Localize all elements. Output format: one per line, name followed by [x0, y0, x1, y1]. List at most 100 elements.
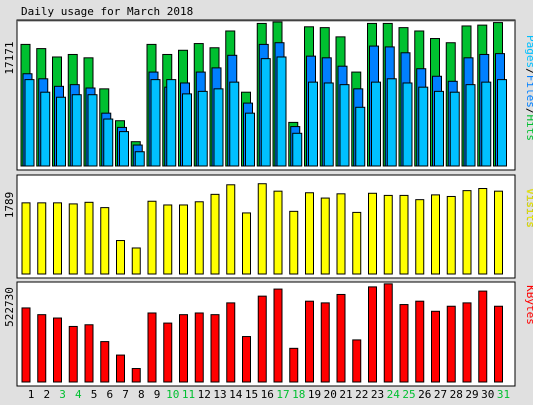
pages-bar [418, 86, 429, 167]
kbytes-bar [147, 312, 157, 383]
pages-bar [56, 96, 66, 167]
visits-bar [478, 188, 488, 275]
day-label: 15 [245, 388, 258, 401]
hits-legend: Pages/Files/Hits [524, 35, 533, 141]
day-label: 9 [154, 388, 161, 401]
kbytes-bar [273, 288, 283, 383]
svg-text:Pages/Files/Hits: Pages/Files/Hits [524, 35, 533, 141]
pages-bar [119, 131, 129, 167]
kbytes-bar [21, 307, 31, 383]
day-label: 22 [355, 388, 368, 401]
kbytes-bar [84, 324, 94, 383]
kbytes-bar [383, 283, 393, 383]
kbytes-bar [257, 295, 267, 383]
day-label: 14 [229, 388, 243, 401]
day-label: 28 [450, 388, 463, 401]
chart-title: Daily usage for March 2018 [21, 5, 193, 18]
kbytes-bar [320, 302, 330, 383]
pages-bar [166, 79, 177, 167]
pages-bar [355, 106, 366, 167]
day-labels: 1 2 3 4 5 6 7 8 9 10 11 12 13 14 15 16 17 18 19 20 21 22 23 24 2… [28, 388, 510, 401]
pages-bar [371, 81, 381, 167]
day-label: 17 [276, 388, 289, 401]
pages-bar [449, 91, 460, 167]
kbytes-bar [242, 336, 251, 383]
kbytes-bar [352, 339, 362, 383]
visits-bar [210, 193, 220, 275]
visits-legend: Visits [524, 188, 533, 228]
legend-hits: Hits [524, 115, 533, 142]
visits-bar [226, 184, 236, 275]
visits-bar [415, 199, 425, 275]
day-label: 31 [497, 388, 510, 401]
pages-bar [87, 94, 98, 167]
kbytes-bar [431, 310, 440, 383]
day-label: 7 [122, 388, 129, 401]
pages-bar [103, 118, 114, 167]
pages-bar [40, 91, 51, 167]
pages-bar [481, 81, 492, 167]
kbytes-bar [163, 322, 173, 383]
day-label: 23 [371, 388, 384, 401]
kbytes-bar [368, 286, 377, 383]
visits-bar [147, 200, 157, 275]
day-label: 27 [434, 388, 447, 401]
visits-bar [446, 195, 456, 275]
visits-bar [131, 247, 141, 275]
legend-visits: Visits [524, 188, 533, 228]
pages-bar [339, 84, 350, 167]
kbytes-bar [194, 312, 204, 383]
kbytes-bar [478, 290, 488, 383]
visits-bar [163, 204, 173, 275]
kbytes-bar [336, 293, 346, 383]
day-label: 21 [339, 388, 352, 401]
visits-bar [116, 240, 125, 275]
day-label: 24 [387, 388, 401, 401]
day-label: 18 [292, 388, 305, 401]
day-label: 16 [261, 388, 274, 401]
visits-bar [462, 190, 472, 275]
pages-bar [292, 132, 303, 167]
day-label: 10 [166, 388, 179, 401]
day-label: 2 [43, 388, 50, 401]
legend-pages: Pages [524, 35, 533, 68]
pages-bar [276, 56, 287, 167]
pages-bar [465, 84, 476, 167]
pages-bar [245, 112, 255, 167]
pages-bar [323, 82, 334, 167]
pages-bar [260, 58, 271, 167]
visits-bar [84, 201, 94, 275]
kbytes-bar [399, 304, 409, 383]
visits-bar [53, 202, 62, 275]
day-label: 13 [213, 388, 226, 401]
legend-sep-1: / [524, 68, 533, 75]
legend-files: Files [524, 75, 533, 108]
kbytes-bar [415, 300, 425, 383]
kbytes-bar [179, 314, 188, 383]
kbytes-bar [446, 305, 456, 383]
day-label: 3 [59, 388, 66, 401]
day-label: 11 [182, 388, 195, 401]
visits-bars [21, 183, 503, 275]
kbytes-bar [53, 317, 62, 383]
day-label: 5 [91, 388, 98, 401]
pages-bar [197, 90, 208, 167]
day-label: 29 [465, 388, 478, 401]
pages-bar [229, 81, 240, 167]
day-label: 26 [418, 388, 431, 401]
visits-bar [179, 204, 188, 275]
day-label: 20 [324, 388, 337, 401]
pages-bar [71, 94, 82, 167]
pages-bar [134, 151, 145, 167]
day-label: 25 [402, 388, 415, 401]
visits-bar [352, 211, 362, 275]
visits-bar [305, 192, 314, 275]
pages-bar [213, 88, 224, 167]
kbytes-bar [116, 354, 125, 383]
visits-bar [21, 202, 31, 275]
visits-bar [399, 194, 409, 275]
kbytes-bar [305, 300, 314, 383]
kbytes-ymax-label: 522730 [3, 287, 16, 327]
kbytes-legend: KBytes [524, 285, 533, 325]
